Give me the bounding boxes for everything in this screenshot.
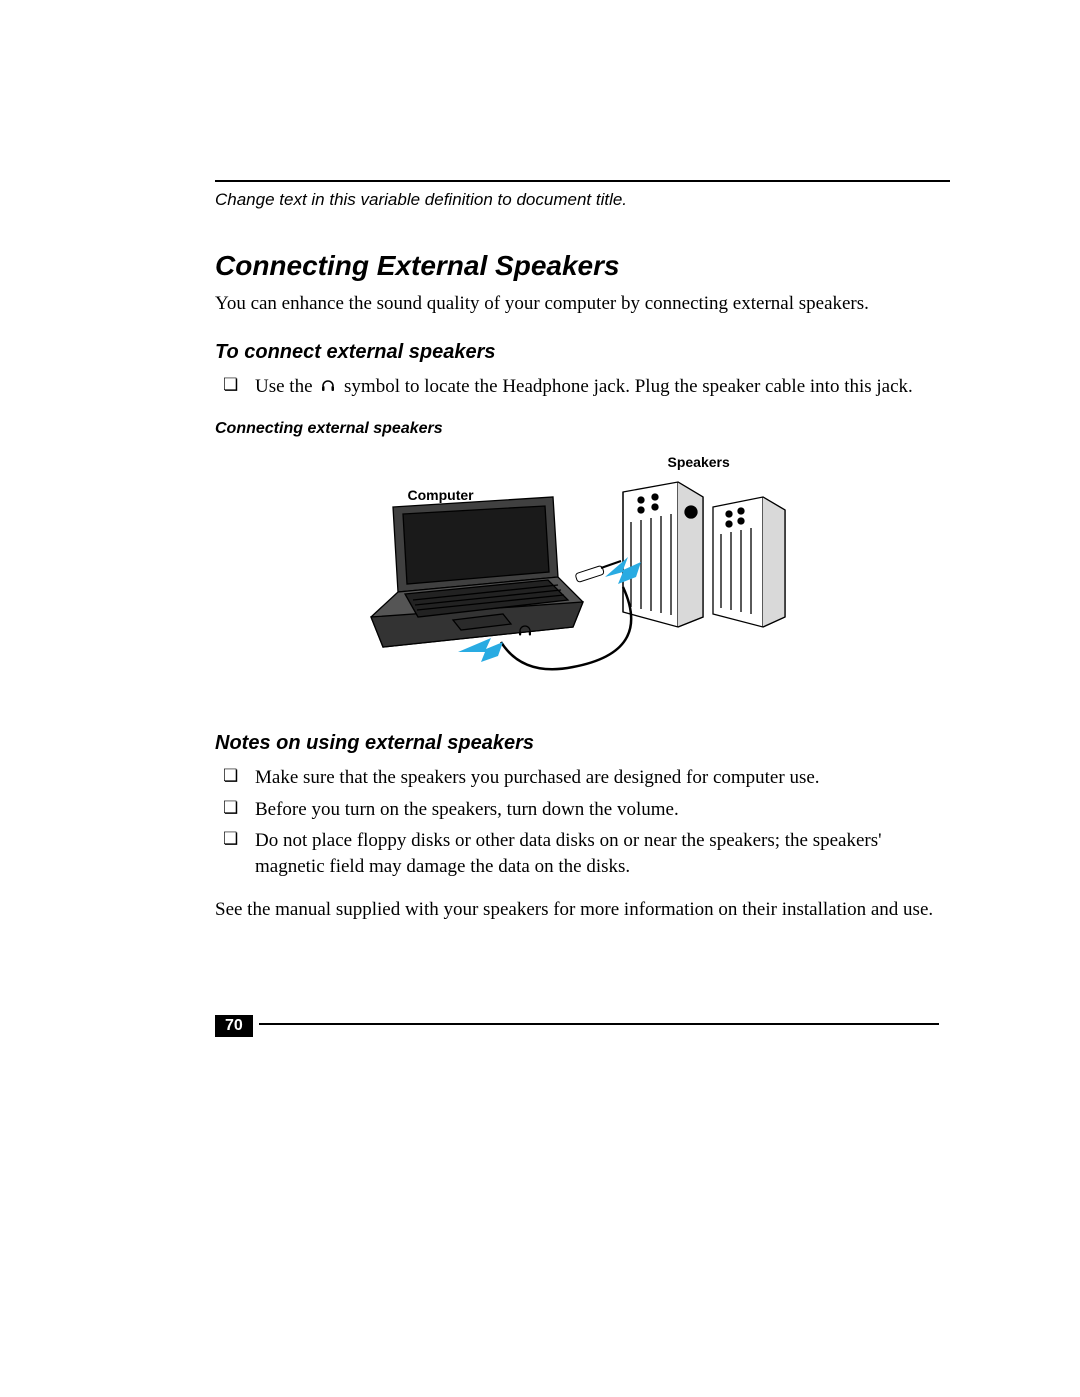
list-item: Use the symbol to locate the Headphone j… [223, 374, 950, 400]
page-title: Connecting External Speakers [215, 250, 950, 282]
diagram-svg [323, 452, 843, 702]
closing-paragraph: See the manual supplied with your speake… [215, 898, 950, 923]
subheading-notes: Notes on using external speakers [215, 732, 950, 755]
notes-bullet-list: Make sure that the speakers you purchase… [223, 765, 950, 880]
speaker-front-icon [623, 482, 703, 627]
arrow-to-laptop-icon [458, 638, 503, 662]
figure-caption: Connecting external speakers [215, 420, 950, 438]
list-item: Make sure that the speakers you purchase… [223, 765, 950, 791]
header-rule [215, 180, 950, 182]
connection-diagram: Computer Speakers [323, 452, 843, 702]
document-page: Change text in this variable definition … [0, 0, 1080, 922]
page-footer: 70 [215, 1015, 945, 1037]
footer-rule [259, 1023, 939, 1025]
list-item: Before you turn on the speakers, turn do… [223, 797, 950, 823]
page-number: 70 [215, 1015, 253, 1037]
label-speakers: Speakers [668, 454, 730, 470]
list-item: Do not place floppy disks or other data … [223, 828, 950, 879]
subheading-connect: To connect external speakers [215, 341, 950, 364]
label-computer: Computer [408, 487, 474, 503]
headphone-icon [320, 375, 336, 401]
intro-paragraph: You can enhance the sound quality of you… [215, 292, 950, 317]
bullet-text-prefix: Use the [255, 376, 313, 397]
bullet-text-suffix: symbol to locate the Headphone jack. Plu… [344, 376, 913, 397]
speaker-back-icon [713, 497, 785, 627]
connect-bullet-list: Use the symbol to locate the Headphone j… [223, 374, 950, 400]
header-runner: Change text in this variable definition … [215, 190, 950, 210]
laptop-icon [371, 497, 583, 647]
